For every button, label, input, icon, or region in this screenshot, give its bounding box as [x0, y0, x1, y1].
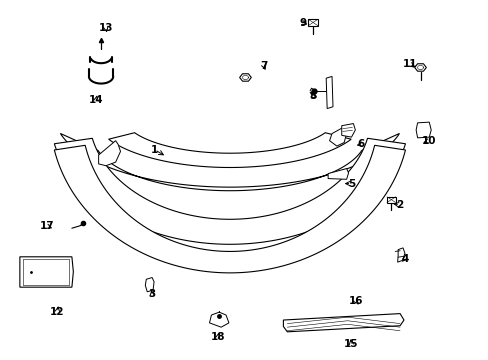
Text: 3: 3	[148, 289, 155, 299]
Text: 12: 12	[50, 307, 64, 317]
Polygon shape	[341, 123, 355, 137]
Text: 16: 16	[348, 296, 363, 306]
Text: 11: 11	[402, 59, 416, 69]
Polygon shape	[209, 312, 228, 327]
Bar	[307, 19, 317, 26]
Polygon shape	[327, 168, 348, 179]
Polygon shape	[54, 138, 405, 244]
Polygon shape	[108, 133, 350, 167]
Text: 13: 13	[99, 23, 113, 33]
Text: 9: 9	[299, 18, 306, 28]
Text: 15: 15	[344, 339, 358, 349]
Text: 2: 2	[396, 200, 403, 210]
Text: 7: 7	[260, 61, 267, 71]
Text: 4: 4	[401, 253, 408, 264]
Text: 5: 5	[347, 179, 354, 189]
Text: 1: 1	[151, 145, 158, 155]
Polygon shape	[414, 64, 426, 71]
Polygon shape	[54, 145, 405, 273]
Polygon shape	[145, 278, 154, 292]
Text: 8: 8	[308, 91, 316, 101]
Polygon shape	[239, 74, 251, 81]
Polygon shape	[20, 257, 73, 287]
Polygon shape	[99, 141, 120, 166]
Polygon shape	[325, 76, 332, 109]
Text: 17: 17	[40, 221, 55, 231]
Polygon shape	[60, 134, 399, 191]
Polygon shape	[397, 248, 404, 262]
Bar	[386, 197, 395, 203]
Polygon shape	[415, 122, 430, 138]
Text: 14: 14	[89, 95, 103, 105]
Text: 6: 6	[357, 139, 364, 149]
Text: 10: 10	[421, 136, 436, 146]
Polygon shape	[283, 314, 403, 332]
Text: 18: 18	[210, 332, 224, 342]
Polygon shape	[329, 128, 346, 146]
